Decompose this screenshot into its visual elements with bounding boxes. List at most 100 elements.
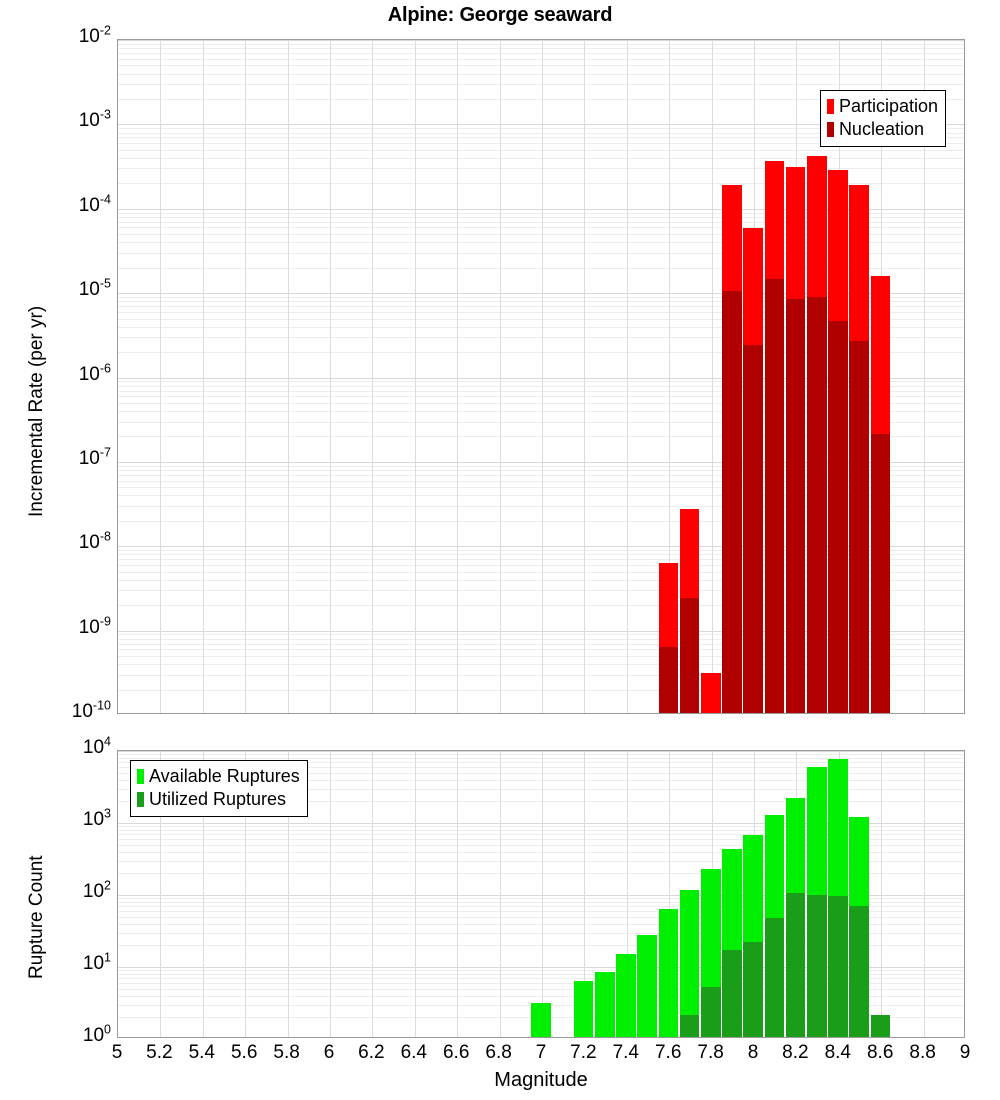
bar-rupture-count-7.3 <box>595 751 615 1037</box>
gridline-minor <box>118 74 964 75</box>
gridline-minor <box>118 834 964 835</box>
bar-segment-available-ruptures <box>658 908 679 1037</box>
x-tick-label: 8.6 <box>866 1042 894 1063</box>
gridline-minor <box>118 352 964 353</box>
gridline-major <box>118 631 964 632</box>
gridline-minor <box>118 213 964 214</box>
bar-incremental-rate-8 <box>743 40 763 713</box>
gridline-minor <box>118 754 964 755</box>
gridline-minor <box>118 327 964 328</box>
gridline-minor <box>118 227 964 228</box>
gridline-minor <box>118 381 964 382</box>
gridline-minor <box>118 422 964 423</box>
gridline-minor <box>118 845 964 846</box>
bar-rupture-count-8.4 <box>828 751 848 1037</box>
gridline-major <box>118 823 964 824</box>
gridline-major <box>118 124 964 125</box>
bar-segment-nucleation <box>658 647 679 713</box>
y-tick-label: 10-7 <box>78 445 111 469</box>
gridline-vertical <box>712 40 713 713</box>
bar-rupture-count-7.1 <box>553 751 573 1037</box>
gridline-vertical <box>627 40 628 713</box>
gridline-minor <box>118 396 964 397</box>
bar-segment-nucleation <box>679 598 700 713</box>
gridline-minor <box>118 906 964 907</box>
gridline-minor <box>118 137 964 138</box>
y-tick-label: 10-8 <box>78 529 111 554</box>
gridline-minor <box>118 168 964 169</box>
gridline-minor <box>118 506 964 507</box>
bar-segment-utilized-ruptures <box>870 1015 891 1037</box>
bar-incremental-rate-8.5 <box>849 40 869 713</box>
gridline-vertical <box>203 40 204 713</box>
legend-item-participation: Participation <box>826 95 938 118</box>
gridline-vertical <box>542 40 543 713</box>
gridline-minor <box>118 306 964 307</box>
bar-segment-nucleation <box>722 291 742 713</box>
x-tick-label: 7.2 <box>570 1042 597 1063</box>
bar-rupture-count-8.1 <box>764 751 785 1037</box>
gridline-minor <box>118 554 964 555</box>
gridline-minor <box>118 128 964 129</box>
gridline-minor <box>118 268 964 269</box>
gridline-vertical <box>924 751 925 1037</box>
bar-incremental-rate-8.4 <box>828 40 848 713</box>
y-tick-label: 103 <box>82 806 111 830</box>
gridline-minor <box>118 253 964 254</box>
x-tick-label: 5.8 <box>273 1042 300 1063</box>
bar-rupture-count-7.9 <box>722 751 742 1037</box>
gridline-minor <box>118 297 964 298</box>
bars-incremental-rate <box>118 40 964 713</box>
bar-incremental-rate-7.6 <box>658 40 679 713</box>
legend-label-nucleation: Nucleation <box>838 119 924 139</box>
gridline-major <box>118 462 964 463</box>
gridline-major <box>118 751 964 752</box>
bar-rupture-count-7 <box>531 751 551 1037</box>
gridline-minor <box>118 758 964 759</box>
bar-segment-available-ruptures <box>595 971 615 1037</box>
x-tick-label: 8.4 <box>824 1042 852 1063</box>
bar-incremental-rate-8.2 <box>785 40 806 713</box>
gridline-minor <box>118 470 964 471</box>
gridline-minor <box>118 639 964 640</box>
gridline-vertical <box>203 751 204 1037</box>
gridline-minor <box>118 590 964 591</box>
y-axis-label-top: Incremental Rate (per yr) <box>26 305 47 517</box>
page-title: Alpine: George seaward <box>387 4 613 26</box>
gridline-vertical <box>457 751 458 1037</box>
gridline-vertical <box>500 751 501 1037</box>
legend-swatch-participation <box>826 99 834 114</box>
gridline-vertical <box>881 751 882 1037</box>
gridline-minor <box>118 158 964 159</box>
gridline-minor <box>118 902 964 903</box>
gridline-minor <box>118 487 964 488</box>
x-tick-label: 8.8 <box>909 1042 936 1063</box>
gridline-vertical <box>160 751 161 1037</box>
bar-rupture-count-7.2 <box>573 751 594 1037</box>
gridline-minor <box>118 84 964 85</box>
bar-segment-participation <box>701 672 721 713</box>
gridline-vertical <box>245 751 246 1037</box>
gridline-vertical <box>457 40 458 713</box>
gridline-minor <box>118 466 964 467</box>
gridline-vertical <box>542 751 543 1037</box>
gridline-minor <box>118 481 964 482</box>
y-tick-label: 10-9 <box>78 614 111 638</box>
gridline-vertical <box>288 40 289 713</box>
gridline-vertical <box>669 751 670 1037</box>
bar-segment-available-ruptures <box>616 954 636 1037</box>
bar-segment-nucleation <box>785 299 806 713</box>
y-tick-label: 104 <box>82 734 111 758</box>
y-tick-label: 10-5 <box>78 276 111 301</box>
gridline-minor <box>118 873 964 874</box>
gridline-minor <box>118 222 964 223</box>
gridline-vertical <box>160 40 161 713</box>
bar-segment-available-ruptures <box>573 980 594 1037</box>
x-tick-label: 5.4 <box>188 1042 216 1063</box>
gridline-major <box>118 378 964 379</box>
bar-segment-utilized-ruptures <box>828 895 848 1037</box>
gridline-minor <box>118 217 964 218</box>
gridline-minor <box>118 924 964 925</box>
y-axis-label-bottom: Rupture Count <box>26 855 47 979</box>
